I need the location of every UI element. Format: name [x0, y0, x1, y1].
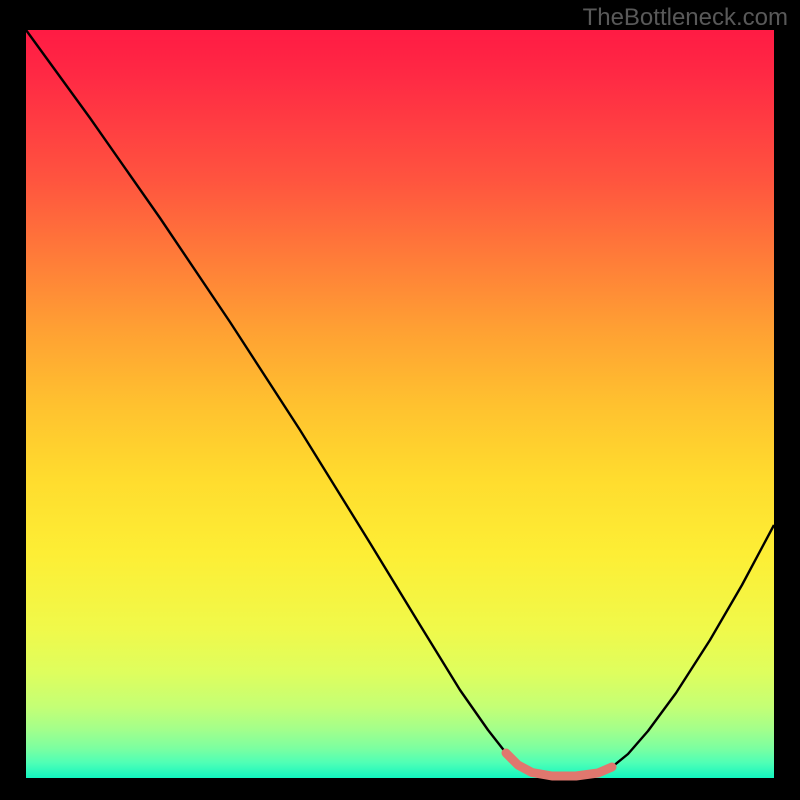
gradient-background	[26, 30, 774, 778]
watermark-text: TheBottleneck.com	[583, 4, 788, 32]
